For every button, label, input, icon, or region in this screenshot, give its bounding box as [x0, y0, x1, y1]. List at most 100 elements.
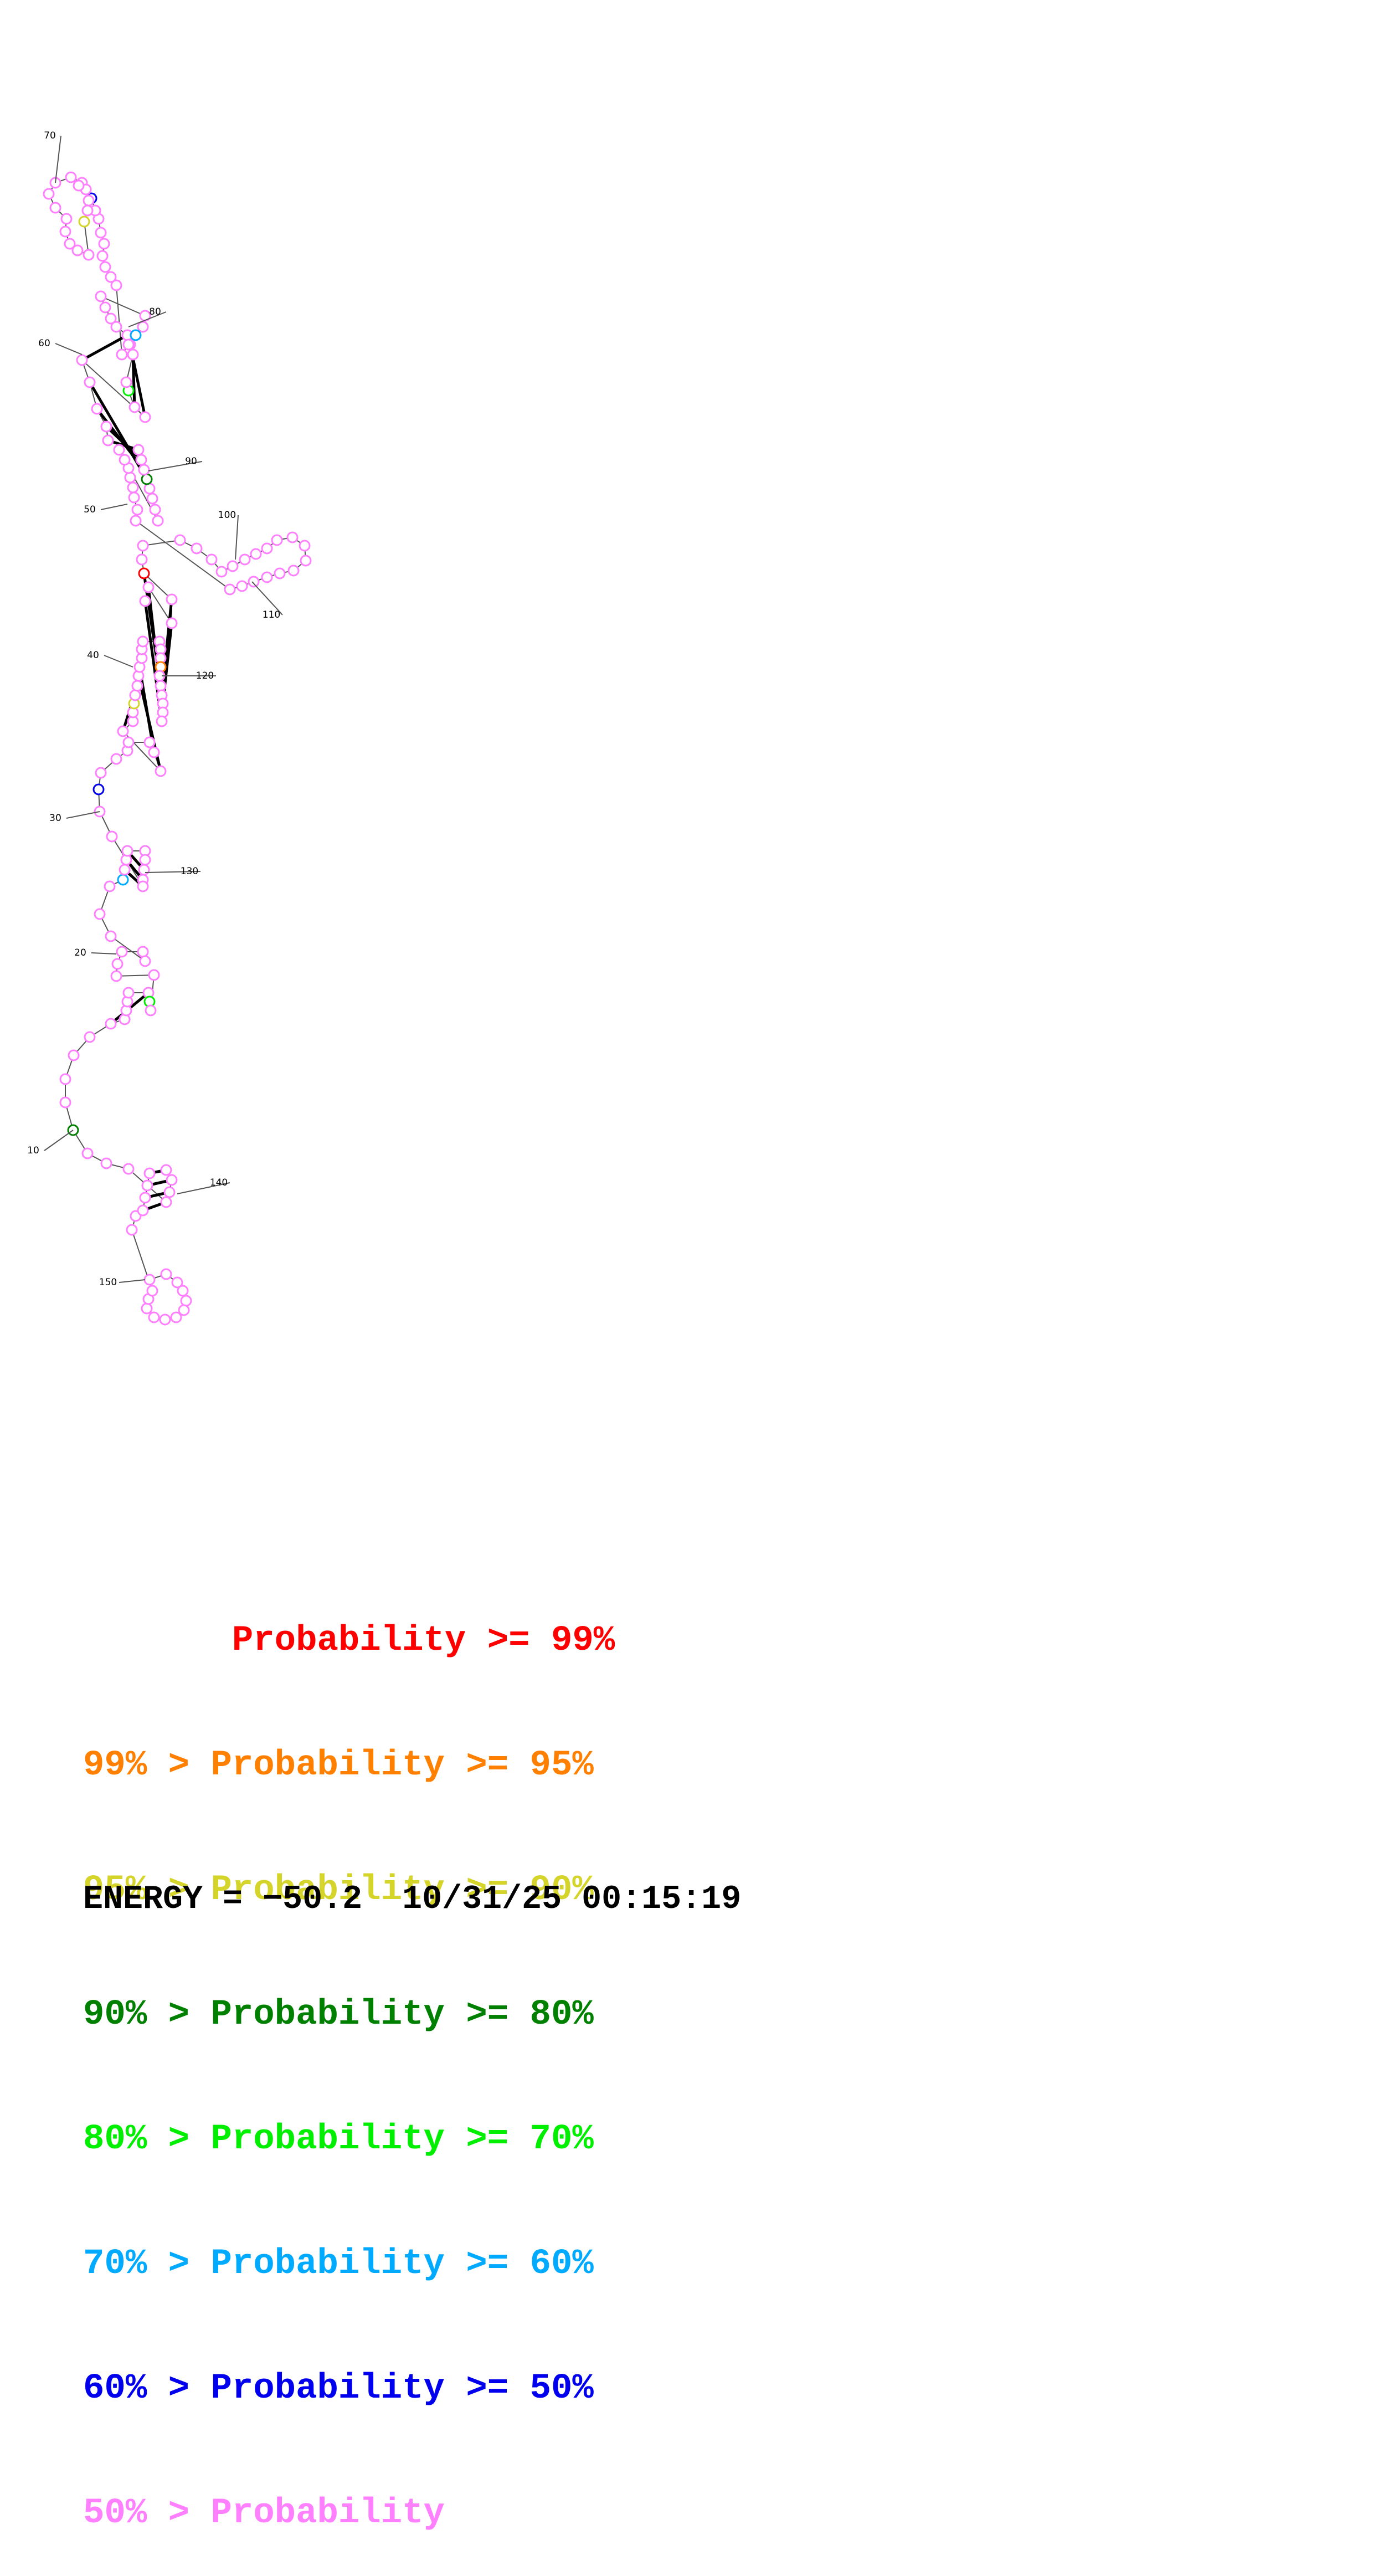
nucleotide-circle — [59, 1073, 71, 1085]
nucleotide-circle — [65, 171, 77, 183]
nucleotide-circle — [105, 312, 117, 325]
position-label-80: 80 — [149, 306, 161, 317]
position-label-50: 50 — [84, 504, 96, 515]
nucleotide-circle — [239, 553, 251, 566]
nucleotide-circle — [132, 444, 145, 456]
position-label-100: 100 — [218, 510, 236, 521]
position-label-20: 20 — [74, 947, 86, 958]
nucleotide-circle — [143, 1274, 156, 1286]
nucleotide-circle — [105, 930, 117, 942]
nucleotide-circle — [143, 736, 156, 748]
position-label-10: 10 — [27, 1145, 39, 1156]
nucleotide-circle — [131, 504, 143, 516]
nucleotide-circle — [83, 194, 95, 207]
nucleotide-circle — [299, 540, 311, 552]
nucleotide-circle — [105, 271, 117, 283]
nucleotide-circle — [102, 434, 114, 447]
nucleotide-circle — [105, 1018, 117, 1030]
nucleotide-circle — [95, 767, 107, 779]
nucleotide-circle — [81, 1147, 94, 1159]
nucleotide-circle — [122, 736, 135, 748]
nucleotide-circle — [119, 454, 131, 466]
nucleotide-circle — [166, 593, 178, 605]
nucleotide-circle — [215, 566, 228, 578]
nucleotide-circle — [146, 492, 158, 505]
nucleotide-circle — [116, 946, 128, 958]
nucleotide-circle — [96, 250, 109, 262]
nucleotide-circle — [205, 553, 218, 566]
nucleotide-circle — [227, 560, 239, 572]
nucleotide-circle — [287, 565, 300, 577]
position-label-40: 40 — [87, 650, 99, 661]
nucleotide-circle — [137, 946, 149, 958]
nucleotide-circle — [124, 471, 136, 484]
nucleotide-circle — [139, 955, 151, 967]
nucleotide-circle — [137, 880, 149, 892]
position-label-60: 60 — [38, 338, 50, 349]
nucleotide-circle — [95, 290, 107, 302]
nucleotide-circle — [43, 188, 55, 200]
nucleotide-circle — [128, 491, 140, 504]
nucleotide-circle — [119, 864, 131, 876]
nucleotide-circle — [94, 908, 106, 920]
nucleotide-circle — [152, 515, 164, 527]
nucleotide-circle — [139, 595, 151, 607]
nucleotide-circle — [110, 321, 122, 333]
nucleotide-circle — [59, 225, 71, 238]
nucleotide-circle — [177, 1285, 189, 1297]
rna-secondary-structure-diagram: 10 20 30 40 50 60 70 80 90 100 110 120 130 140 150 — [27, 130, 312, 1326]
nucleotide-circle — [83, 249, 95, 261]
nucleotide-circle — [111, 958, 124, 970]
nucleotide-circle — [84, 1031, 96, 1043]
position-leader-line — [55, 343, 83, 355]
nucleotide-set — [43, 171, 312, 1326]
nucleotide-circle — [68, 1049, 80, 1061]
nucleotide-circle — [92, 783, 105, 796]
nucleotide-circle — [128, 401, 141, 413]
position-label-140: 140 — [210, 1177, 228, 1188]
nucleotide-circle — [174, 534, 186, 546]
nucleotide-circle — [145, 1004, 157, 1017]
nucleotide-circle — [81, 204, 94, 217]
legend-line-p90: 95% > Probability >= 90% — [83, 1870, 594, 1910]
position-leader-line — [148, 461, 203, 471]
energy-timestamp: ENERGY = −50.2 10/31/25 00:15:19 — [83, 1881, 742, 1918]
position-label-30: 30 — [49, 813, 61, 824]
nucleotide-circle — [137, 635, 149, 648]
nucleotide-circle — [148, 746, 160, 758]
nucleotide-circle — [274, 567, 286, 579]
nucleotide-circle — [135, 454, 147, 466]
legend-line-p60: 70% > Probability >= 60% — [83, 2244, 594, 2284]
base-pair-bonds — [81, 333, 173, 1212]
position-labels: 10 20 30 40 50 60 70 80 90 100 110 120 130 140 150 — [27, 130, 283, 1288]
base-pair-bond — [131, 354, 136, 408]
position-leader-line — [251, 581, 283, 615]
nucleotide-circle — [178, 1304, 190, 1316]
nucleotide-circle — [155, 765, 167, 777]
nucleotide-circle — [142, 581, 155, 593]
nucleotide-circle — [139, 1192, 151, 1204]
position-leader-line — [235, 515, 239, 560]
nucleotide-circle — [116, 348, 128, 361]
position-label-150: 150 — [99, 1277, 117, 1288]
nucleotide-circle — [100, 1157, 112, 1169]
nucleotide-circle — [122, 1163, 135, 1175]
nucleotide-circle — [60, 213, 73, 225]
nucleotide-circle — [113, 444, 125, 456]
legend-line-p80: 90% > Probability >= 80% — [83, 1995, 594, 2035]
nucleotide-circle — [180, 1295, 192, 1307]
nucleotide-circle — [171, 1276, 183, 1289]
nucleotide-circle — [155, 680, 167, 692]
nucleotide-circle — [137, 540, 149, 552]
position-label-110: 110 — [263, 609, 280, 620]
nucleotide-circle — [137, 1204, 149, 1217]
legend-line-p99: Probability >= 99% — [83, 1621, 615, 1661]
legend-line-p50: 60% > Probability >= 50% — [83, 2369, 594, 2409]
position-leader-line — [145, 871, 201, 873]
nucleotide-circle — [104, 880, 116, 892]
nucleotide-circle — [137, 321, 149, 333]
nucleotide-circle — [138, 567, 150, 579]
nucleotide-circle — [117, 874, 129, 886]
nucleotide-circle — [127, 481, 139, 494]
nucleotide-circle — [110, 970, 122, 982]
